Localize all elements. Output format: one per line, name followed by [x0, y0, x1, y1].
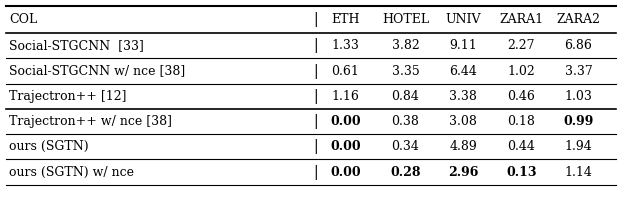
Text: 3.08: 3.08	[450, 115, 477, 128]
Text: 1.03: 1.03	[565, 90, 592, 103]
Text: 0.00: 0.00	[330, 140, 361, 153]
Text: COL: COL	[9, 13, 37, 26]
Text: |: |	[313, 38, 318, 53]
Text: |: |	[313, 89, 318, 104]
Text: 3.82: 3.82	[392, 39, 419, 52]
Text: ours (SGTN): ours (SGTN)	[9, 140, 89, 153]
Text: 0.34: 0.34	[392, 140, 419, 153]
Text: 0.99: 0.99	[564, 115, 593, 128]
Text: 0.00: 0.00	[330, 166, 361, 178]
Text: Trajectron++ w/ nce [38]: Trajectron++ w/ nce [38]	[9, 115, 172, 128]
Text: 0.44: 0.44	[508, 140, 535, 153]
Text: 0.18: 0.18	[508, 115, 535, 128]
Text: |: |	[313, 165, 318, 180]
Text: 3.38: 3.38	[450, 90, 477, 103]
Text: 1.14: 1.14	[565, 166, 592, 178]
Text: 2.96: 2.96	[448, 166, 478, 178]
Text: ETH: ETH	[331, 13, 360, 26]
Text: |: |	[313, 114, 318, 129]
Text: 0.28: 0.28	[390, 166, 421, 178]
Text: Social-STGCNN  [33]: Social-STGCNN [33]	[9, 39, 144, 52]
Text: 0.38: 0.38	[392, 115, 419, 128]
Text: 6.44: 6.44	[450, 65, 477, 77]
Text: 0.61: 0.61	[332, 65, 359, 77]
Text: 3.35: 3.35	[392, 65, 419, 77]
Text: 9.11: 9.11	[450, 39, 477, 52]
Text: HOTEL: HOTEL	[382, 13, 429, 26]
Text: 1.16: 1.16	[332, 90, 359, 103]
Text: 0.84: 0.84	[392, 90, 419, 103]
Text: Social-STGCNN w/ nce [38]: Social-STGCNN w/ nce [38]	[9, 65, 185, 77]
Text: 1.33: 1.33	[332, 39, 359, 52]
Text: 1.02: 1.02	[508, 65, 535, 77]
Text: Trajectron++ [12]: Trajectron++ [12]	[9, 90, 127, 103]
Text: 1.94: 1.94	[565, 140, 592, 153]
Text: 0.13: 0.13	[506, 166, 537, 178]
Text: ZARA1: ZARA1	[499, 13, 543, 26]
Text: 4.89: 4.89	[450, 140, 477, 153]
Text: |: |	[313, 139, 318, 154]
Text: ZARA2: ZARA2	[557, 13, 600, 26]
Text: 0.00: 0.00	[330, 115, 361, 128]
Text: |: |	[313, 64, 318, 79]
Text: UNIV: UNIV	[445, 13, 481, 26]
Text: |: |	[313, 12, 318, 27]
Text: 0.46: 0.46	[508, 90, 535, 103]
Text: 2.27: 2.27	[508, 39, 535, 52]
Text: 3.37: 3.37	[565, 65, 592, 77]
Text: ours (SGTN) w/ nce: ours (SGTN) w/ nce	[9, 166, 134, 178]
Text: 6.86: 6.86	[565, 39, 592, 52]
